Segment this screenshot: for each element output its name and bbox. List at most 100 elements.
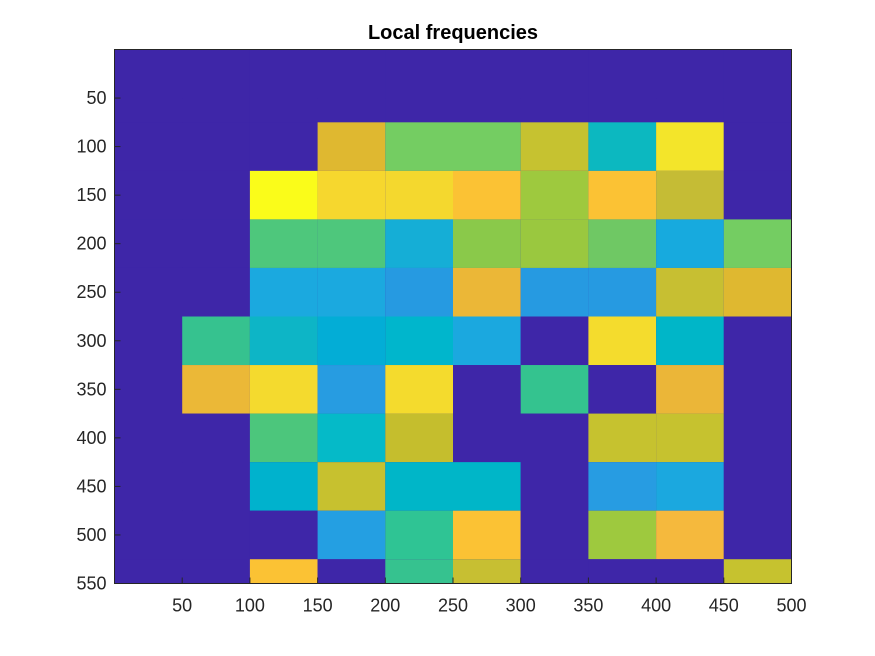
y-tick-label: 300 <box>76 331 106 351</box>
y-tick-label: 50 <box>86 88 106 108</box>
heatmap-cell <box>385 559 453 584</box>
heatmap-cell <box>182 170 250 220</box>
x-tick-label: 50 <box>172 596 192 616</box>
plot-area <box>114 49 792 584</box>
heatmap-cell <box>723 462 792 511</box>
heatmap-cell <box>385 267 453 317</box>
heatmap-cell <box>182 413 250 463</box>
heatmap-cell <box>656 413 724 463</box>
heatmap-cell <box>249 170 318 220</box>
heatmap-cell <box>453 365 521 414</box>
heatmap-cell <box>385 462 453 511</box>
heatmap-cell <box>520 413 589 463</box>
heatmap-cell <box>317 170 386 220</box>
x-axis: 50 100 150 200 250 300 350 400 450 500 <box>172 577 807 616</box>
heatmap-cell <box>723 219 792 268</box>
heatmap-cell <box>453 122 521 171</box>
heatmap-cell <box>249 559 318 584</box>
heatmap-cell <box>114 559 183 584</box>
heatmap-cell <box>723 49 792 99</box>
heatmap-cell <box>520 267 589 317</box>
heatmap-cell <box>317 413 386 463</box>
heatmap-cell <box>520 98 589 123</box>
heatmap-cell <box>182 365 250 414</box>
heatmap-cell <box>385 122 453 171</box>
heatmap-cell <box>114 170 183 220</box>
heatmap-cell <box>114 219 183 268</box>
heatmap-cell <box>723 559 792 584</box>
heatmap-cell <box>453 316 521 366</box>
heatmap-cell <box>453 267 521 317</box>
heatmap-cell <box>249 98 318 123</box>
y-tick-label: 500 <box>76 525 106 545</box>
y-axis: 50 100 150 200 250 300 350 400 450 500 550 <box>76 88 121 594</box>
heatmap-cell <box>249 219 318 268</box>
heatmap-cell <box>317 219 386 268</box>
heatmap-cell <box>182 122 250 171</box>
heatmap-cell <box>385 49 453 99</box>
heatmap-cell <box>385 170 453 220</box>
chart-title: Local frequencies <box>368 22 538 44</box>
heatmap-cell <box>520 170 589 220</box>
y-tick-label: 250 <box>76 282 106 302</box>
heatmap-cell <box>453 219 521 268</box>
heatmap-cell <box>182 316 250 366</box>
heatmap-cell <box>656 462 724 511</box>
heatmap-cell <box>114 510 183 560</box>
heatmap-cell <box>656 510 724 560</box>
heatmap-cell <box>656 170 724 220</box>
heatmap-cell <box>249 510 318 560</box>
x-tick-label: 150 <box>303 596 333 616</box>
heatmap-cell <box>588 365 657 414</box>
heatmap-cell <box>182 49 250 99</box>
heatmap-cell <box>182 510 250 560</box>
heatmap-cell <box>453 510 521 560</box>
heatmap-cell <box>453 170 521 220</box>
heatmap-cell <box>588 98 657 123</box>
heatmap-cell <box>453 413 521 463</box>
heatmap-cell <box>385 219 453 268</box>
heatmap-cell <box>656 316 724 366</box>
heatmap-cell <box>588 122 657 171</box>
heatmap-cell <box>588 170 657 220</box>
y-tick-label: 400 <box>76 428 106 448</box>
x-tick-label: 450 <box>709 596 739 616</box>
heatmap-cell <box>317 316 386 366</box>
heatmap-cell <box>588 462 657 511</box>
heatmap-cell <box>588 413 657 463</box>
heatmap-cell <box>588 219 657 268</box>
heatmap-cell <box>182 559 250 584</box>
heatmap-cell <box>520 462 589 511</box>
y-tick-label: 150 <box>76 185 106 205</box>
heatmap-cell <box>317 267 386 317</box>
heatmap-cell <box>656 49 724 99</box>
y-tick-label: 550 <box>76 574 106 594</box>
heatmap-cell <box>588 510 657 560</box>
x-tick-label: 350 <box>573 596 603 616</box>
heatmap-cell <box>723 267 792 317</box>
y-tick-label: 450 <box>76 476 106 496</box>
heatmap-cell <box>114 316 183 366</box>
heatmap-cell <box>385 316 453 366</box>
heatmap-cell <box>588 267 657 317</box>
heatmap-cell <box>453 462 521 511</box>
heatmap-cell <box>114 122 183 171</box>
heatmap-cell <box>453 98 521 123</box>
heatmap-cell <box>114 98 183 123</box>
heatmap-cell <box>317 559 386 584</box>
x-tick-label: 100 <box>235 596 265 616</box>
heatmap-cell <box>453 559 521 584</box>
heatmap-cell <box>182 98 250 123</box>
heatmap-cell <box>317 122 386 171</box>
heatmap-cell <box>249 267 318 317</box>
heatmap-cell <box>249 49 318 99</box>
heatmap-cell <box>588 316 657 366</box>
heatmap-cell <box>385 98 453 123</box>
x-tick-label: 400 <box>641 596 671 616</box>
heatmap-cell <box>520 316 589 366</box>
heatmap-cell <box>317 49 386 99</box>
heatmap-cell <box>520 365 589 414</box>
heatmap-cell <box>249 413 318 463</box>
heatmap-cell <box>656 98 724 123</box>
